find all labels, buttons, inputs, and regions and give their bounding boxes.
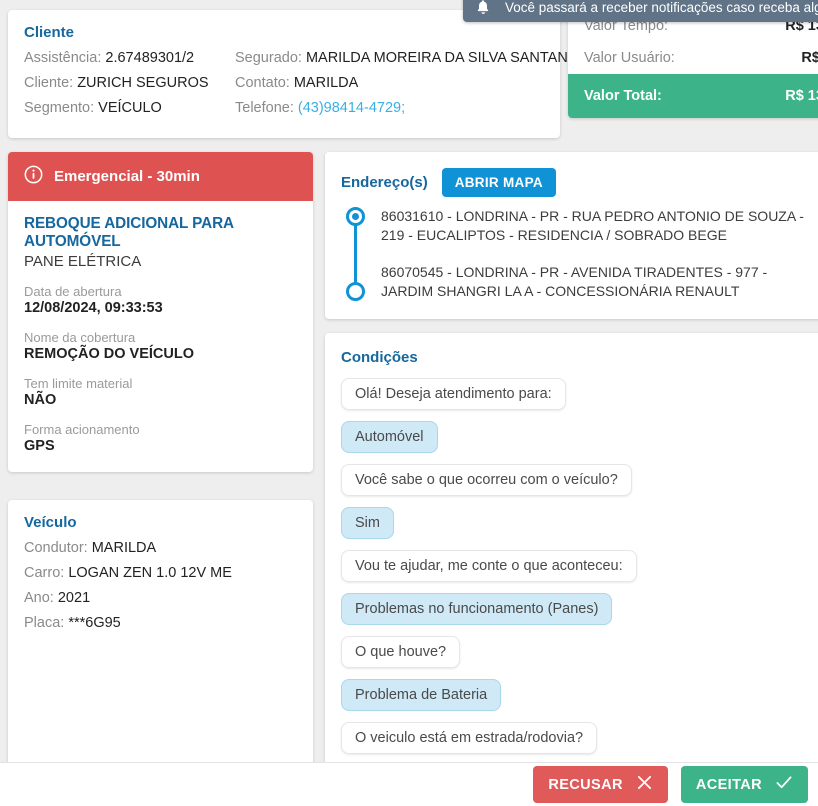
conditions-title: Condições [341, 349, 418, 366]
conditions-card: Condições Olá! Deseja atendimento para: … [325, 333, 818, 785]
value-row-usuario: Valor Usuário: R$ 0 [568, 42, 818, 74]
accept-button[interactable]: ACEITAR [680, 766, 808, 803]
value-usuario-label: Valor Usuário: [584, 50, 675, 66]
value-tempo-label: Valor Tempo: [584, 18, 669, 34]
chat-bubble-question: Vou te ajudar, me conte o que aconteceu: [341, 550, 637, 582]
chat-bubble-answer: Automóvel [341, 421, 438, 453]
close-icon [636, 774, 653, 795]
field-data-abertura: Data de abertura 12/08/2024, 09:33:53 [24, 284, 163, 316]
value-tempo-amount: R$ 134 [785, 18, 818, 34]
addresses-list: 86031610 - LONDRINA - PR - RUA PEDRO ANT… [341, 207, 809, 301]
chat-row: Olá! Deseja atendimento para: [341, 378, 809, 421]
client-card-title: Cliente [24, 24, 75, 41]
refuse-button[interactable]: RECUSAR [533, 766, 668, 803]
field-limite-material: Tem limite material NÃO [24, 376, 133, 408]
chat-bubble-question: Você sabe o que ocorreu com o veículo? [341, 464, 632, 496]
phone-link[interactable]: (43)98414-4729; [297, 100, 406, 116]
service-title: REBOQUE ADICIONAL PARA AUTOMÓVEL [24, 215, 234, 250]
chat-bubble-answer: Sim [341, 507, 394, 539]
field-telefone: Telefone: (43)98414-4729; [235, 100, 406, 116]
chat-bubble-answer: Problema de Bateria [341, 679, 502, 711]
vehicle-row-condutor: Condutor: MARILDA [24, 540, 157, 556]
field-segmento: Segmento: VEÍCULO [24, 100, 162, 116]
chat-row: Vou te ajudar, me conte o que aconteceu: [341, 550, 809, 593]
notification-toast[interactable]: Você passará a receber notificações caso… [463, 0, 818, 22]
chat-row: Problemas no funcionamento (Panes) [341, 593, 809, 636]
chat-bubble-question: O que houve? [341, 636, 461, 668]
chat-row: Sim [341, 507, 809, 550]
client-fields: Assistência: 2.67489301/2 Segurado: MARI… [24, 50, 578, 116]
addresses-timeline-connector [354, 218, 357, 282]
value-total-label: Valor Total: [584, 88, 662, 104]
value-row-tempo: Valor Tempo: R$ 134 [568, 10, 818, 42]
chat-bubble-question: O veiculo está em estrada/rodovia? [341, 722, 598, 754]
status-badge: Emergencial - 30min [8, 152, 313, 201]
notification-message: Você passará a receber notificações caso… [505, 0, 818, 15]
value-usuario-amount: R$ 0 [801, 50, 818, 66]
action-bar: RECUSAR ACEITAR [0, 762, 818, 806]
address-item-destination[interactable]: 86070545 - LONDRINA - PR - AVENIDA TIRAD… [346, 263, 809, 301]
refuse-button-label: RECUSAR [548, 776, 623, 793]
value-total-amount: R$ 134 [785, 88, 818, 104]
field-contato: Contato: MARILDA [235, 75, 359, 91]
info-circle-icon [24, 165, 43, 188]
emergency-body: REBOQUE ADICIONAL PARA AUTOMÓVEL PANE EL… [8, 201, 313, 472]
emergency-card: Emergencial - 30min REBOQUE ADICIONAL PA… [8, 152, 313, 472]
left-column: Emergencial - 30min REBOQUE ADICIONAL PA… [8, 152, 313, 790]
field-nome-cobertura: Nome da cobertura REMOÇÃO DO VEÍCULO [24, 330, 194, 362]
radio-selected-icon[interactable] [346, 207, 365, 226]
service-subtitle: PANE ELÉTRICA [24, 253, 142, 270]
vehicle-card: Veículo Condutor: MARILDA Carro: LOGAN Z… [8, 500, 313, 790]
chat-row: O veiculo está em estrada/rodovia? [341, 722, 809, 765]
field-segurado: Segurado: MARILDA MOREIRA DA SILVA SANTA… [235, 50, 578, 66]
field-assistencia: Assistência: 2.67489301/2 [24, 50, 195, 66]
value-card: Valor Tempo: R$ 134 Valor Usuário: R$ 0 … [568, 10, 818, 118]
vehicle-card-title: Veículo [24, 514, 77, 531]
vehicle-row-carro: Carro: LOGAN ZEN 1.0 12V ME [24, 565, 232, 581]
bell-icon [475, 0, 491, 16]
addresses-card: Endereço(s) ABRIR MAPA 86031610 - LONDRI… [325, 152, 818, 319]
radio-unselected-icon[interactable] [346, 282, 365, 301]
address-destination-text: 86070545 - LONDRINA - PR - AVENIDA TIRAD… [381, 264, 768, 299]
client-card: Cliente Assistência: 2.67489301/2 Segura… [8, 10, 578, 138]
chat-row: Você sabe o que ocorreu com o veículo? [341, 464, 809, 507]
value-row-total: Valor Total: R$ 134 [568, 74, 818, 118]
chat-row: Automóvel [341, 421, 809, 464]
address-origin-text: 86031610 - LONDRINA - PR - RUA PEDRO ANT… [381, 208, 804, 243]
addresses-title: Endereço(s) [341, 174, 428, 191]
open-map-button[interactable]: ABRIR MAPA [441, 168, 556, 197]
chat-bubble-question: Olá! Deseja atendimento para: [341, 378, 566, 410]
field-cliente: Cliente: ZURICH SEGUROS [24, 75, 209, 91]
addresses-header: Endereço(s) ABRIR MAPA [341, 168, 809, 197]
check-icon [775, 774, 793, 795]
chat-row: Problema de Bateria [341, 679, 809, 722]
accept-button-label: ACEITAR [695, 776, 762, 793]
chat-row: O que houve? [341, 636, 809, 679]
vehicle-row-placa: Placa: ***6G95 [24, 615, 121, 631]
vehicle-row-ano: Ano: 2021 [24, 590, 91, 606]
address-item-origin[interactable]: 86031610 - LONDRINA - PR - RUA PEDRO ANT… [346, 207, 809, 245]
status-badge-label: Emergencial - 30min [54, 168, 200, 185]
right-column: Endereço(s) ABRIR MAPA 86031610 - LONDRI… [325, 152, 818, 785]
field-forma-acionamento: Forma acionamento GPS [24, 422, 140, 454]
chat-bubble-answer: Problemas no funcionamento (Panes) [341, 593, 613, 625]
